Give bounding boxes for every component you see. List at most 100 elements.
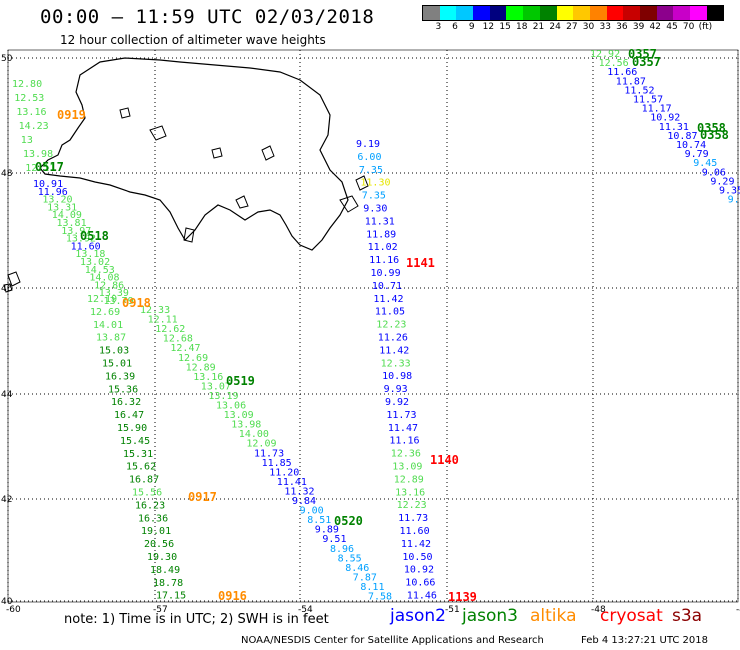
island-coast: [149, 125, 167, 141]
wave-height-label: 16.87: [129, 475, 159, 486]
wave-height-label: 13.92: [66, 234, 96, 245]
page-subtitle: 12 hour collection of altimeter wave hei…: [60, 33, 326, 47]
wave-height-label: 13.09: [392, 462, 422, 473]
wave-height-label: 11.16: [389, 436, 419, 447]
legend-swatch: [606, 6, 624, 20]
legend-tick: 39: [632, 22, 645, 32]
wave-height-label: 16.36: [138, 513, 168, 524]
wave-height-label: 15.45: [120, 436, 150, 447]
wave-height-label: 7.35: [362, 191, 386, 202]
wave-height-label: 11.31: [365, 216, 395, 227]
wave-height-label: 18.49: [150, 565, 180, 576]
legend-swatch: [623, 6, 640, 20]
wave-height-label: 11.96: [38, 187, 68, 198]
wave-height-label: 12.89: [394, 474, 424, 485]
island-coast: [211, 147, 223, 159]
island-coast: [119, 107, 131, 119]
wave-height-label: 11.05: [375, 307, 405, 318]
altimeter-tracks: 12.8012.5313.1614.231313.9812.1110.9111.…: [12, 49, 740, 603]
wave-height-label: 14.23: [19, 121, 49, 132]
credit-timestamp: Feb 4 13:27:21 UTC 2018: [581, 635, 708, 646]
map-grid: [7, 49, 739, 603]
pass-time-label: 0917: [188, 490, 217, 504]
pass-time-label: 0919: [57, 108, 86, 122]
wave-height-label: 9.92: [385, 397, 409, 408]
wave-height-label: 13: [21, 135, 33, 146]
wave-height-label: 14.08: [89, 273, 119, 284]
wave-height-label: 15.90: [117, 423, 147, 434]
wave-height-label: 11.73: [398, 513, 428, 524]
legend-swatch: [439, 6, 457, 20]
legend-swatch: [523, 6, 540, 20]
lat-label: 44: [1, 390, 13, 400]
wave-height-label: 9.06: [702, 167, 726, 178]
legend-swatch: [473, 6, 490, 20]
pass-time-label: 0518: [80, 229, 109, 243]
wave-height-label: 15.62: [126, 462, 156, 473]
wave-height-label: 13.07: [201, 381, 231, 392]
color-scale-legend: [422, 5, 725, 21]
wave-height-label: 11.87: [616, 76, 646, 87]
island-coast: [183, 227, 195, 243]
island-coast: [261, 145, 275, 161]
wave-height-label: 13.16: [395, 487, 425, 498]
wave-height-label: 11.31: [659, 122, 689, 133]
wave-height-label: 15.01: [102, 359, 132, 370]
wave-height-label: 11.73: [254, 448, 284, 459]
wave-height-label: 9.79: [685, 149, 709, 160]
legend-tick: 21: [532, 22, 545, 32]
wave-height-label: 13.02: [80, 257, 110, 268]
pass-time-label: 0357: [632, 55, 661, 69]
wave-height-label: 17.15: [156, 591, 186, 602]
wave-height-label: 11.26: [378, 333, 408, 344]
wave-height-label: 12.69: [178, 353, 208, 364]
pass-time-label: 1139: [448, 590, 477, 604]
wave-height-label: 13.98: [23, 149, 53, 160]
legend-tick: 15: [499, 22, 511, 32]
legend-tick: 24: [549, 22, 561, 32]
wave-height-label: 12.53: [14, 93, 44, 104]
legend-tick: 9: [468, 22, 475, 32]
lat-label: 40: [1, 597, 13, 607]
wave-height-label: 13.16: [193, 372, 223, 383]
credit-noaa: NOAA/NESDIS Center for Satellite Applica…: [241, 635, 544, 646]
wave-height-label: 12.56: [599, 58, 629, 69]
pass-time-label: 0916: [218, 589, 247, 603]
wave-height-label: 11.73: [386, 410, 416, 421]
wave-height-label: 13.16: [16, 107, 46, 118]
wave-height-label: 10.74: [676, 140, 706, 151]
wave-height-label: 11.20: [269, 467, 299, 478]
wave-height-label: 11.17: [642, 104, 672, 115]
legend-cryosat: cryosat: [600, 606, 663, 626]
wave-height-label: 13.39: [99, 288, 129, 299]
wave-height-label: 11.60: [400, 526, 430, 537]
wave-height-label: 12.68: [163, 334, 193, 345]
wave-height-label: 11.41: [277, 477, 307, 488]
pass-time-labels: 0919 0517 0518 0918 0519 0917 0520 0916 1141 1140…: [35, 47, 729, 604]
wave-height-label: 11.66: [607, 67, 637, 78]
wave-height-label: 15.31: [123, 449, 153, 460]
legend-tick: (ft): [698, 22, 713, 32]
legend-swatch: [539, 6, 557, 20]
pass-time-label: 0517: [35, 160, 64, 174]
wave-height-label: 16.47: [114, 410, 144, 421]
wave-height-label: 13.20: [42, 195, 72, 206]
island-coast: [339, 195, 359, 213]
legend-s3a: s3a: [672, 606, 703, 626]
wave-height-label: 16.39: [105, 371, 135, 382]
legend-swatch: [489, 6, 507, 20]
wave-height-label: 12.92: [590, 49, 620, 60]
legend-swatch: [656, 6, 674, 20]
wave-height-label: 12.36: [391, 449, 421, 460]
wave-height-label: 12.62: [155, 324, 185, 335]
island-coast: [235, 195, 249, 209]
wave-height-label: 7.35: [359, 165, 383, 176]
wave-height-label: 13.18: [75, 249, 105, 260]
wave-height-label: 10.98: [382, 371, 412, 382]
wave-height-label: 10.92: [650, 113, 680, 124]
legend-swatch: [423, 6, 440, 20]
map-axes: 50 48 46 44 42 40-60 -57 -54 -51 -48 -45: [1, 54, 740, 615]
wave-height-label: 10.50: [402, 552, 432, 563]
wave-height-label: 14.09: [52, 210, 82, 221]
